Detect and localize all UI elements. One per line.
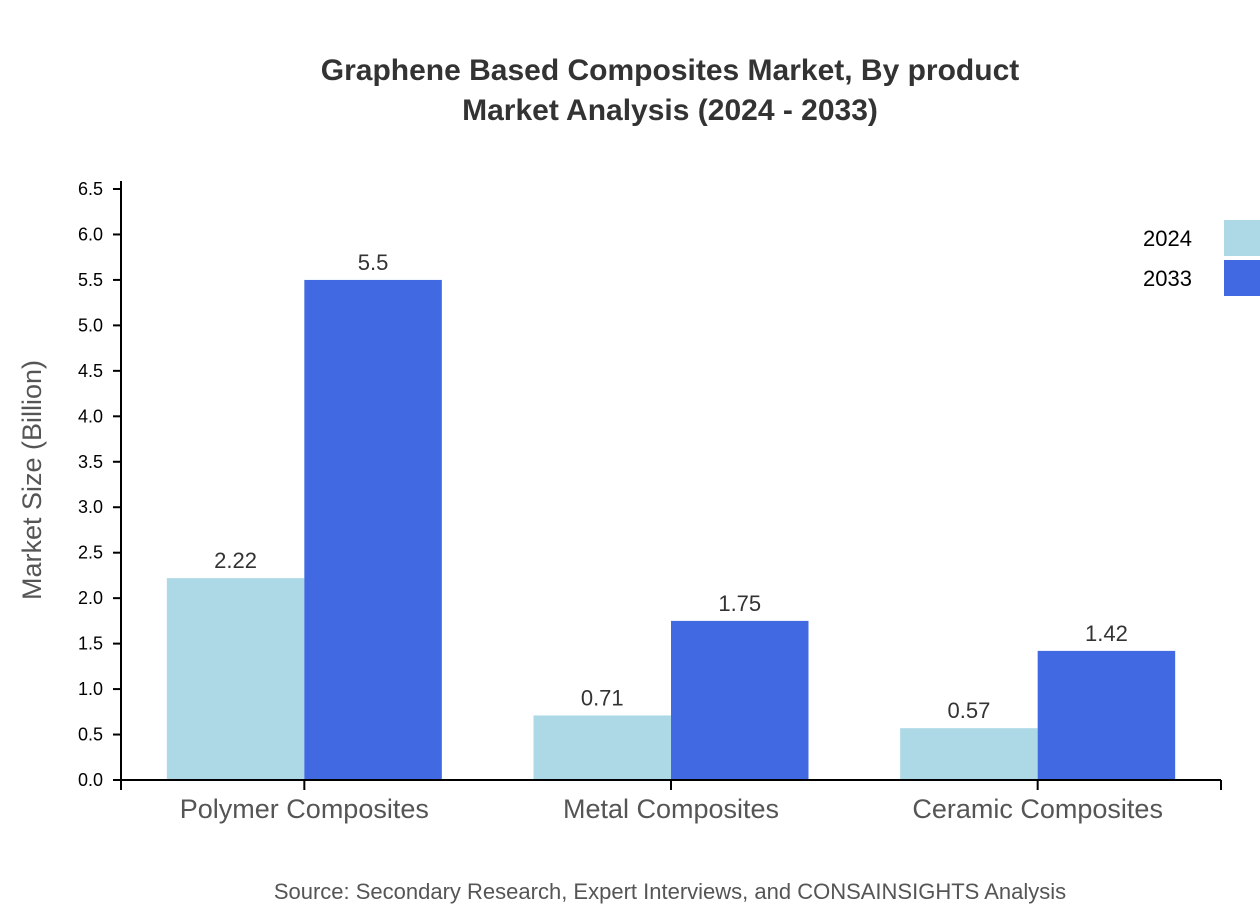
- x-axis: Polymer Composites Metal Composites Cerami…: [120, 779, 1222, 824]
- y-tick-label: 1.0: [78, 679, 103, 699]
- y-tick-label: 2.5: [78, 543, 103, 563]
- bar-2024-1: [533, 715, 671, 780]
- y-tick-label: 3.0: [78, 497, 103, 517]
- data-label: 1.42: [1085, 621, 1128, 646]
- y-tick-label: 6.5: [78, 179, 103, 199]
- y-tick-label: 0.0: [78, 770, 103, 790]
- y-tick-label: 5.5: [78, 270, 103, 290]
- legend-swatch: [1224, 220, 1260, 256]
- x-tick-label: Polymer Composites: [180, 794, 429, 824]
- y-axis-label: Market Size (Billion): [17, 360, 47, 600]
- plot-area: 2.22 5.5 0.71 1.75 0.57 1.42: [166, 250, 1176, 780]
- chart-title-line-2: Market Analysis (2024 - 2033): [462, 94, 878, 127]
- bar-2024-0: [166, 578, 305, 780]
- data-label: 0.71: [581, 685, 624, 710]
- bar-2033-1: [671, 620, 809, 780]
- data-label: 5.5: [358, 250, 389, 275]
- y-tick-label: 0.5: [78, 725, 103, 745]
- y-tick-label: 4.0: [78, 406, 103, 426]
- y-tick-label: 4.5: [78, 361, 103, 381]
- y-tick-label: 3.5: [78, 452, 103, 472]
- source-note: Source: Secondary Research, Expert Inter…: [274, 879, 1066, 904]
- y-tick-label: 6.0: [78, 224, 103, 244]
- y-tick-label: 5.0: [78, 315, 103, 335]
- bar-2024-2: [900, 728, 1038, 780]
- y-tick-label: 1.5: [78, 634, 103, 654]
- legend-swatch: [1224, 260, 1260, 296]
- legend-label: 2024: [1143, 226, 1192, 251]
- legend-label: 2033: [1143, 266, 1192, 291]
- y-axis: 0.0 0.5 1.0 1.5 2.0 2.5 3.0 3.5 4.0 4.5 5.0 5.5 6.0 6…: [78, 179, 122, 790]
- y-tick-label: 2.0: [78, 588, 103, 608]
- data-label: 0.57: [948, 698, 991, 723]
- x-tick-label: Ceramic Composites: [912, 794, 1163, 824]
- bar-2033-0: [304, 279, 442, 780]
- x-tick-label: Metal Composites: [563, 794, 779, 824]
- legend: 2024 2033: [1143, 220, 1260, 296]
- bar-2033-2: [1037, 650, 1176, 780]
- data-label: 2.22: [214, 548, 257, 573]
- chart-title-line-1: Graphene Based Composites Market, By pro…: [321, 54, 1020, 87]
- data-label: 1.75: [718, 591, 761, 616]
